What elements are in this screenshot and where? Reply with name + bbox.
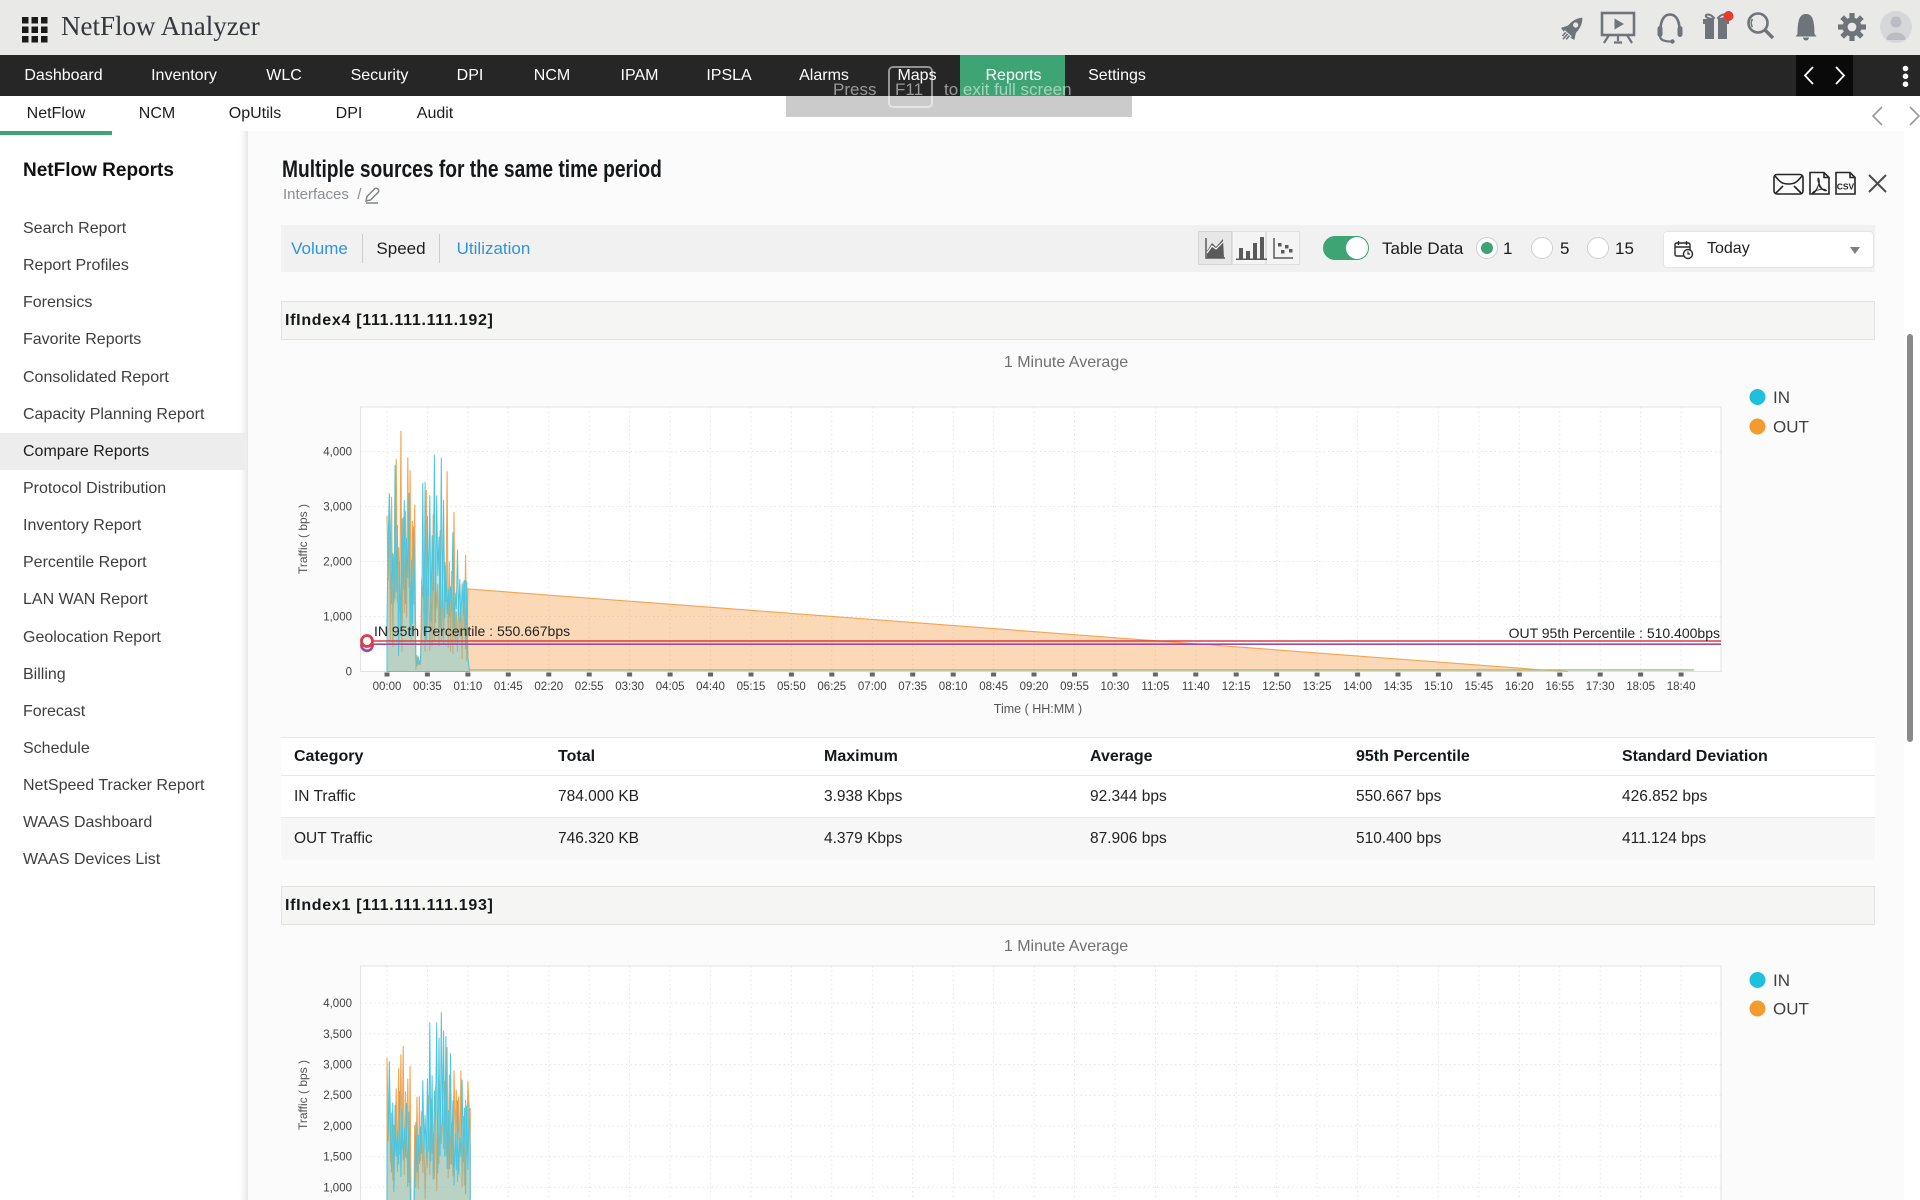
svg-text:CSV: CSV [1837,182,1855,192]
